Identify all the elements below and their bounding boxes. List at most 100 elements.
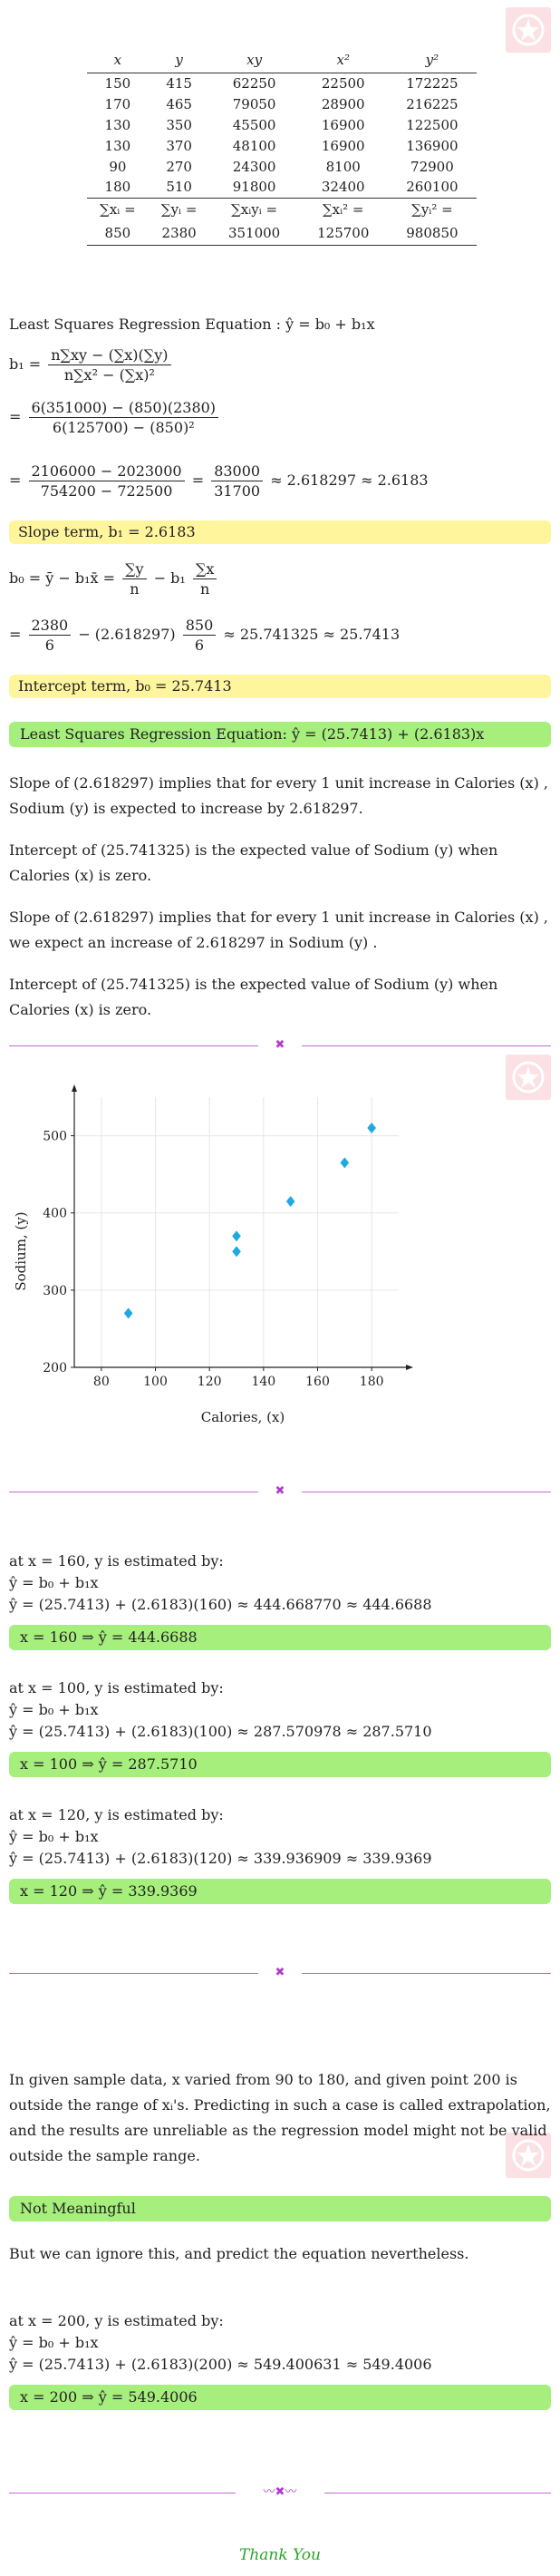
table-row: 170 465 79050 28900 216225 [87,93,477,114]
table-cell: 216225 [406,95,459,112]
table-cell: 91800 [232,179,276,196]
estimate-formula: ŷ = b₀ + b₁x [9,2334,99,2351]
x-axis-arrow-icon [406,1365,413,1370]
table-cell: 260100 [406,179,459,196]
table-cell: 28900 [321,95,365,112]
data-point [232,1230,241,1242]
extrapolation-text: In given sample data, x varied from 90 t… [9,2071,551,2164]
table-cell: 170 [104,95,131,112]
data-point [232,1246,241,1258]
table-cell: 72900 [410,158,454,175]
x-tick-label: 160 [305,1375,330,1389]
x-tick-label: 180 [360,1375,384,1389]
ornament-icon: ✖ [275,1484,285,1498]
x-tick-label: 140 [251,1375,275,1389]
table-cell: 16900 [321,116,365,133]
table-cell: 465 [166,95,192,112]
table-header-xy: xy [209,47,299,73]
b1-substitution-denominator: 6(125700) − (850)² [52,419,195,436]
table-total: 351000 [209,221,299,246]
b0-sum-y-numerator: ∑y [122,560,147,579]
ornament-icon: ✖ [275,1966,285,1979]
b0-sub2-fraction: 850 6 [182,617,217,654]
b0-sum-x-denominator: n [200,580,210,598]
chart-ticks: 80 100 120 140 160 180 200 300 400 500 [43,1130,383,1389]
table-cell: 45500 [232,116,276,133]
table-header-x: x [87,47,149,73]
estimate-calc: ŷ = (25.7413) + (2.6183)(100) ≈ 287.5709… [9,1723,432,1740]
b1-ratio-denominator: 31700 [214,482,261,500]
y-axis-arrow-icon [72,1084,77,1092]
regression-title: Least Squares Regression Equation : ŷ = … [9,316,375,333]
b1-formula-fraction: n∑xy − (∑x)(∑y) n∑x² − (∑x)² [48,346,171,384]
table-cell: 62250 [232,74,276,92]
not-meaningful-box: Not Meaningful [9,2196,551,2221]
equals-sign: = [9,471,22,489]
estimate-calc: ŷ = (25.7413) + (2.6183)(160) ≈ 444.6687… [9,1596,432,1613]
table-cell: 510 [166,179,192,196]
b1-calc-fraction: 2106000 − 2023000 754200 − 722500 [28,462,185,500]
b0-sum-y-fraction: ∑y n [122,560,147,598]
b0-minus-b1: − b₁ [153,569,186,587]
section-separator: ✖ [9,1039,551,1052]
b1-result: ≈ 2.618297 ≈ 2.6183 [270,471,429,489]
table-cell: 16900 [321,137,365,154]
b0-formula: b₀ = ȳ − b₁x̄ = ∑y n − b₁ ∑x n [9,560,219,598]
extrapolation-note: But we can ignore this, and predict the … [9,2245,469,2262]
watermark-logo [506,7,551,53]
table-header-y: y [148,47,210,73]
x-tick-label: 100 [143,1375,168,1389]
table-header-x2: x² [298,47,388,73]
table-cell: 79050 [232,95,276,112]
table-total: 125700 [298,221,388,246]
estimate-intro: at x = 100, y is estimated by: [9,1679,224,1696]
equals-sign: = [9,408,22,425]
table-cell: 172225 [406,74,459,92]
y-tick-label: 200 [43,1361,67,1375]
table-row: 150 415 62250 22500 172225 [87,73,477,93]
watermark-logo [506,1055,551,1100]
table-cell: 8100 [325,158,361,175]
scatter-chart: 80 100 120 140 160 180 200 300 400 500 Calories, … [13,1084,413,1425]
data-table: x y xy x² y² 150 415 62250 22500 172225 … [87,47,477,246]
b0-sub1-fraction: 2380 6 [28,617,72,654]
table-row: 130 350 45500 16900 122500 [87,114,477,135]
y-axis-label: Sodium, (y) [13,1211,29,1290]
table-sum-label: ∑xᵢ² = [298,197,388,221]
estimate-result-box: x = 200 ⇒ ŷ = 549.4006 [9,2385,551,2410]
b1-formula-numerator: n∑xy − (∑x)(∑y) [48,346,171,365]
interpretation-intercept-2: Intercept of (25.741325) is the expected… [9,976,498,1018]
b1-ratio-fraction: 83000 31700 [211,462,264,500]
b1-substitution-fraction: 6(351000) − (850)(2380) 6(125700) − (850… [28,399,219,436]
table-sum-label: ∑xᵢ = [87,197,149,221]
data-point [285,1195,295,1207]
b1-calc-numerator: 2106000 − 2023000 [28,462,185,481]
table-total: 980850 [387,221,477,246]
b0-sum-x-numerator: ∑x [192,560,217,579]
table-sum-label: ∑xᵢyᵢ = [209,197,299,221]
b1-substitution: = 6(351000) − (850)(2380) 6(125700) − (8… [9,399,221,436]
table-cell: 270 [166,158,192,175]
x-axis-label: Calories, (x) [201,1409,285,1425]
estimate-result-box: x = 160 ⇒ ŷ = 444.6688 [9,1625,551,1650]
b0-sub1-denominator: 6 [44,637,54,654]
table-row: 180 510 91800 32400 260100 [87,177,477,198]
table-cell: 150 [104,74,131,92]
table-row: 90 270 24300 8100 72900 [87,156,477,177]
b1-formula-denominator: n∑x² − (∑x)² [63,366,155,384]
table-header-y2: y² [387,47,477,73]
b0-sub2-denominator: 6 [194,637,205,654]
regression-equation-box: Least Squares Regression Equation: ŷ = (… [9,722,551,747]
estimate-result-box: x = 100 ⇒ ŷ = 287.5710 [9,1752,551,1777]
b0-sum-x-fraction: ∑x n [192,560,217,598]
table-cell: 90 [109,158,127,175]
b0-sub1-numerator: 2380 [28,617,72,636]
ornament-icon: ✖ [275,1038,285,1052]
table-total: 850 [87,221,149,246]
equals-sign: = [9,626,22,643]
b0-substitution: = 2380 6 − (2.618297) 850 6 ≈ 25.741325 … [9,617,400,654]
chart-grid [74,1097,399,1368]
table-total-row: 850 2380 351000 125700 980850 [87,221,477,246]
table-cell: 136900 [406,137,459,154]
thank-you-text: Thank You [238,2546,321,2564]
